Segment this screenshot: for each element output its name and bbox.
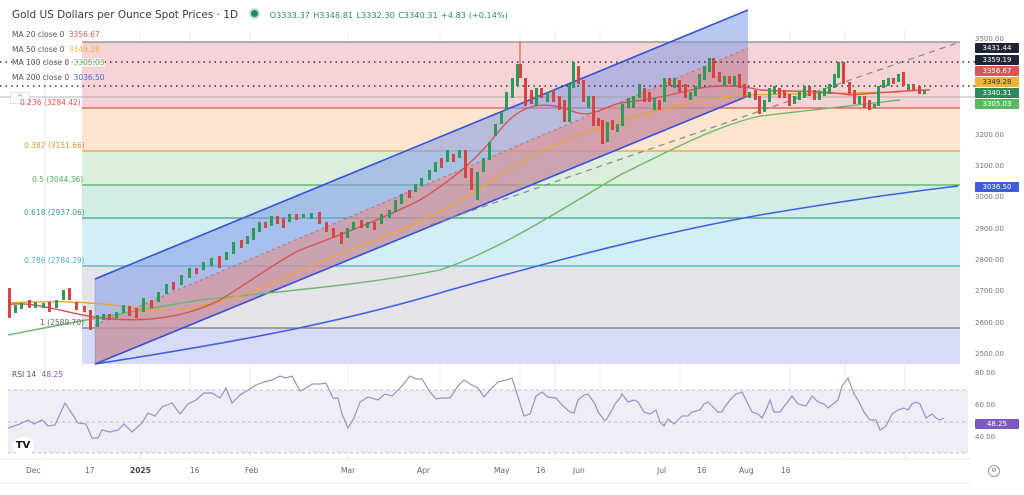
ohlc-change: +4.83 (+0.14%) bbox=[441, 11, 508, 20]
price-tick: 3000.00 bbox=[975, 193, 1004, 201]
price-tick: 3100.00 bbox=[975, 162, 1004, 170]
indicator-ma20[interactable]: MA 20 close 0 3356.67 bbox=[12, 30, 100, 39]
time-tick: Aug bbox=[739, 466, 754, 475]
fib-label-0618: 0.618 (2937.06) bbox=[24, 208, 85, 217]
price-tag-3431: 3431.44 bbox=[975, 43, 1019, 53]
ohlc-low: L3332.30 bbox=[356, 11, 395, 20]
indicator-ma100[interactable]: MA 100 close 0 3305.03 bbox=[12, 58, 105, 67]
price-tick: 2600.00 bbox=[975, 319, 1004, 327]
rsi-label: RSI 14 bbox=[12, 370, 37, 379]
ohlc-open: O3333.37 bbox=[269, 11, 310, 20]
indicator-label: MA 200 close 0 bbox=[12, 73, 70, 82]
indicator-label: MA 20 close 0 bbox=[12, 30, 65, 39]
market-status-icon bbox=[251, 10, 259, 17]
time-tick: 17 bbox=[85, 466, 95, 475]
time-tick: Jul bbox=[657, 466, 667, 475]
price-tick: 2700.00 bbox=[975, 287, 1004, 295]
ohlc-high: H3348.81 bbox=[313, 11, 354, 20]
time-tick: May bbox=[494, 466, 510, 475]
price-tag-ma20: 3356.67 bbox=[975, 66, 1019, 76]
price-tag-ma100: 3305.03 bbox=[975, 99, 1019, 109]
candlesticks[interactable] bbox=[8, 42, 926, 330]
tradingview-logo[interactable]: TV bbox=[12, 437, 34, 455]
price-tick: 2900.00 bbox=[975, 225, 1004, 233]
price-tick: 3500.00 bbox=[975, 35, 1004, 43]
fib-label-0236: 0.236 (3284.42) bbox=[20, 98, 81, 107]
time-tick: Dec bbox=[26, 466, 41, 475]
collapse-indicators-button[interactable]: ^ bbox=[10, 92, 30, 104]
rsi-line bbox=[7, 375, 945, 439]
chart-title: Gold US Dollars per Ounce Spot Prices · … bbox=[12, 9, 239, 21]
time-tick: Apr bbox=[417, 466, 430, 475]
time-tick: 2025 bbox=[130, 466, 151, 475]
time-tick: Feb bbox=[245, 466, 259, 475]
price-tick: 2800.00 bbox=[975, 256, 1004, 264]
price-tag-ma200: 3036.50 bbox=[975, 182, 1019, 192]
price-tag-3359: 3359.19 bbox=[975, 55, 1019, 65]
rsi-tick: 60.00 bbox=[975, 401, 996, 409]
fib-label-0382: 0.382 (3151.66) bbox=[24, 141, 85, 150]
indicator-value: 3036.50 bbox=[73, 73, 105, 82]
rsi-legend[interactable]: RSI 14 48.25 bbox=[12, 370, 63, 379]
rsi-tick: 80.00 bbox=[975, 369, 996, 377]
price-tick: 2500.00 bbox=[975, 350, 1004, 358]
trend-extension-line bbox=[429, 41, 961, 226]
rsi-tick: 40.00 bbox=[975, 433, 996, 441]
indicator-label: MA 100 close 0 bbox=[12, 58, 70, 67]
fib-label-1: 1 (2589.70) bbox=[40, 318, 85, 327]
indicator-value: 3305.03 bbox=[73, 58, 105, 67]
indicator-value: 3349.28 bbox=[68, 45, 100, 54]
time-tick: Mar bbox=[341, 466, 356, 475]
time-tick: Jun bbox=[573, 466, 585, 475]
time-tick: 16 bbox=[536, 466, 546, 475]
ma20-line bbox=[7, 85, 931, 321]
time-tick: 16 bbox=[190, 466, 200, 475]
price-tag-ma50: 3349.28 bbox=[975, 77, 1019, 87]
indicator-value: 3356.67 bbox=[68, 30, 100, 39]
rsi-value-tag: 48.25 bbox=[975, 419, 1019, 429]
indicator-label: MA 50 close 0 bbox=[12, 45, 65, 54]
time-tick: 16 bbox=[781, 466, 791, 475]
ma50-line bbox=[7, 91, 901, 311]
fib-label-0786: 0.786 (2784.29) bbox=[24, 256, 85, 265]
rsi-pane[interactable] bbox=[7, 375, 968, 454]
ma100-line bbox=[7, 99, 901, 336]
time-tick: 16 bbox=[697, 466, 707, 475]
price-tag-last: 3340.31 bbox=[975, 88, 1019, 98]
price-tick: 3200.00 bbox=[975, 131, 1004, 139]
indicator-ma50[interactable]: MA 50 close 0 3349.28 bbox=[12, 45, 100, 54]
chart-header: Gold US Dollars per Ounce Spot Prices · … bbox=[12, 9, 508, 21]
ma200-line bbox=[94, 185, 959, 365]
indicator-ma200[interactable]: MA 200 close 0 3036.50 bbox=[12, 73, 105, 82]
fib-label-05: 0.5 (3044.36) bbox=[32, 175, 84, 184]
settings-icon[interactable]: ⚙ bbox=[988, 465, 1000, 477]
ohlc-close: C3340.31 bbox=[398, 11, 438, 20]
rsi-value: 48.25 bbox=[41, 370, 63, 379]
